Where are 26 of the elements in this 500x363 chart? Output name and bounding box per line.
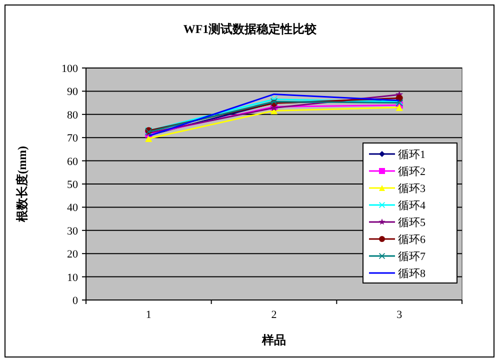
legend-label: 循环5 bbox=[398, 217, 426, 229]
x-tick-label: 2 bbox=[271, 309, 277, 321]
y-tick-label: 10 bbox=[67, 272, 78, 284]
y-axis-title: 根数长度(mm) bbox=[15, 146, 29, 223]
y-tick-label: 50 bbox=[67, 179, 78, 191]
legend-label: 循环3 bbox=[398, 183, 426, 195]
y-tick-label: 90 bbox=[67, 86, 78, 98]
y-tick-label: 20 bbox=[67, 248, 78, 261]
legend-label: 循环4 bbox=[398, 200, 426, 212]
x-tick-label: 3 bbox=[396, 309, 403, 321]
x-tick-label: 1 bbox=[146, 309, 152, 321]
point bbox=[145, 135, 152, 142]
y-tick-label: 70 bbox=[67, 132, 78, 145]
legend-label: 循环6 bbox=[398, 234, 426, 246]
y-tick-label: 100 bbox=[62, 63, 78, 75]
y-tick-label: 30 bbox=[67, 225, 78, 238]
legend-label: 循环1 bbox=[398, 149, 426, 161]
y-tick-label: 80 bbox=[67, 109, 78, 122]
chart-title: WF1测试数据稳定性比较 bbox=[183, 22, 318, 36]
legend-label: 循环8 bbox=[398, 268, 426, 280]
x-axis-title: 样品 bbox=[261, 333, 286, 347]
y-tick-label: 40 bbox=[67, 202, 78, 214]
y-tick-label: 60 bbox=[67, 156, 78, 168]
legend-label: 循环2 bbox=[398, 166, 426, 178]
y-tick-label: 0 bbox=[72, 295, 78, 307]
legend-label: 循环7 bbox=[398, 251, 426, 263]
